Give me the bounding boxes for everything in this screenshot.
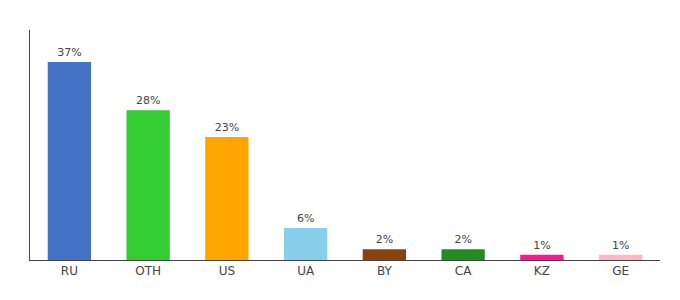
svg-text:23%: 23%	[215, 121, 239, 134]
svg-text:2%: 2%	[376, 233, 393, 246]
svg-text:KZ: KZ	[534, 264, 550, 278]
svg-text:US: US	[219, 264, 235, 278]
svg-text:6%: 6%	[297, 212, 314, 225]
svg-text:BY: BY	[377, 264, 393, 278]
svg-text:1%: 1%	[533, 239, 550, 252]
svg-text:1%: 1%	[612, 239, 629, 252]
svg-text:37%: 37%	[57, 46, 81, 59]
svg-text:GE: GE	[612, 264, 629, 278]
svg-text:28%: 28%	[136, 94, 160, 107]
svg-text:UA: UA	[297, 264, 315, 278]
svg-text:RU: RU	[61, 264, 78, 278]
svg-text:OTH: OTH	[135, 264, 161, 278]
svg-text:CA: CA	[455, 264, 472, 278]
svg-text:2%: 2%	[454, 233, 471, 246]
